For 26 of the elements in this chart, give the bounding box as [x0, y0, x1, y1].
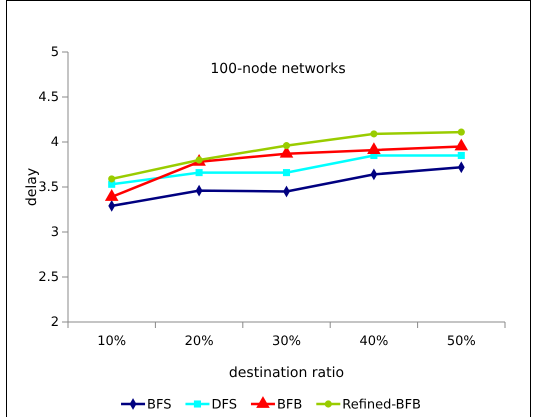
point	[370, 130, 378, 138]
point	[282, 169, 290, 176]
point	[282, 142, 290, 150]
point	[458, 152, 465, 160]
x-tick-label: 20%	[184, 334, 214, 350]
y-tick-label: 3.5	[38, 180, 59, 196]
point	[458, 128, 465, 136]
legend-label: BFB	[276, 398, 302, 413]
x-tick-label: 50%	[446, 334, 476, 350]
text: 100-node networks	[210, 61, 346, 77]
y-tick-label: 5	[50, 45, 59, 60]
x-tick-label: 30%	[272, 334, 301, 350]
x-axis-title: destination ratio	[228, 365, 344, 381]
y-axis-title: delay	[24, 168, 40, 206]
x-tick-label: 40%	[359, 334, 388, 350]
y-tick-label: 2.5	[38, 270, 59, 286]
y-tick-label: 3	[50, 225, 59, 240]
point	[108, 175, 116, 182]
y-tick-label: 4	[50, 135, 59, 150]
y-tick-label: 2	[50, 315, 59, 330]
legend-label: DFS	[211, 398, 237, 413]
legend-label: BFS	[147, 398, 172, 413]
point	[196, 169, 203, 176]
x-tick-label: 10%	[97, 334, 126, 350]
legend-label: Refined-BFB	[342, 398, 421, 413]
y-tick-label: 4.5	[38, 90, 59, 106]
